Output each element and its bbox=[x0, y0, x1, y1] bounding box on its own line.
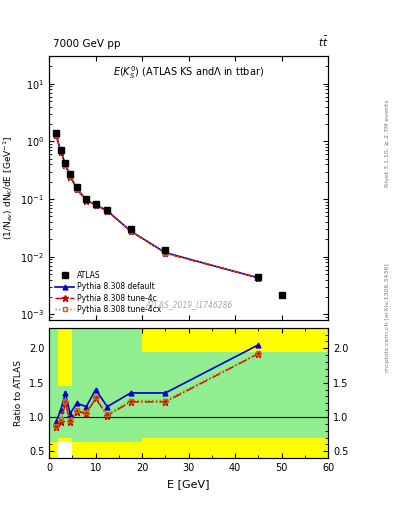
Text: Rivet 3.1.10, ≥ 2.7M events: Rivet 3.1.10, ≥ 2.7M events bbox=[385, 99, 389, 187]
Text: ATLAS_2019_I1746286: ATLAS_2019_I1746286 bbox=[145, 301, 232, 309]
Text: $E(K_S^0)$ (ATLAS KS and$\Lambda$ in ttbar): $E(K_S^0)$ (ATLAS KS and$\Lambda$ in ttb… bbox=[113, 64, 264, 81]
Y-axis label: (1/N$_{ev}$) dN$_K$/dE [GeV$^{-1}$]: (1/N$_{ev}$) dN$_K$/dE [GeV$^{-1}$] bbox=[1, 136, 15, 240]
Legend: ATLAS, Pythia 8.308 default, Pythia 8.308 tune-4c, Pythia 8.308 tune-4cx: ATLAS, Pythia 8.308 default, Pythia 8.30… bbox=[53, 269, 164, 316]
X-axis label: E [GeV]: E [GeV] bbox=[167, 479, 210, 488]
Text: 7000 GeV pp: 7000 GeV pp bbox=[53, 38, 121, 49]
Text: mcplots.cern.ch [arXiv:1306.3436]: mcplots.cern.ch [arXiv:1306.3436] bbox=[385, 263, 389, 372]
Y-axis label: Ratio to ATLAS: Ratio to ATLAS bbox=[14, 360, 23, 426]
Text: $t\bar{t}$: $t\bar{t}$ bbox=[318, 34, 328, 49]
